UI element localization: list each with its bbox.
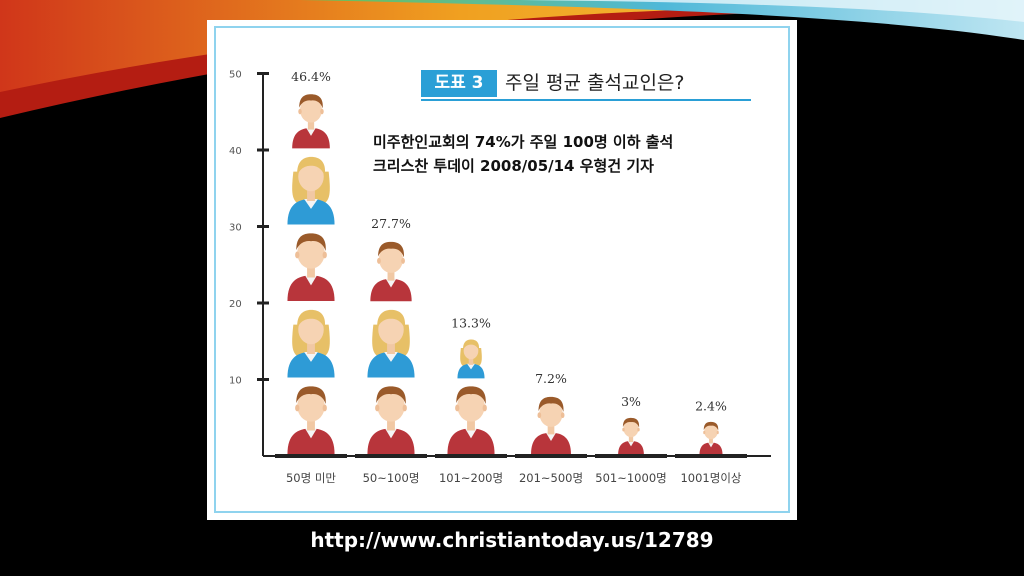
subtitle-line-1: 미주한인교회의 74%가 주일 100명 이하 출석 xyxy=(373,133,674,151)
value-label-4: 3% xyxy=(621,394,641,409)
bar-3 xyxy=(515,391,587,458)
male-person-icon xyxy=(361,379,421,456)
category-label-2: 101~200명 xyxy=(439,471,503,485)
source-url: http://www.christiantoday.us/12789 xyxy=(310,528,714,552)
category-label-4: 501~1000명 xyxy=(595,471,666,485)
bar-5 xyxy=(675,418,747,458)
male-person-icon xyxy=(281,226,341,303)
y-axis-ticks: 10 20 30 40 50 xyxy=(229,70,269,387)
male-person-icon xyxy=(614,414,648,456)
title-underline xyxy=(421,99,751,101)
bar-2 xyxy=(435,335,507,458)
female-person-icon xyxy=(281,303,341,380)
y-tick-label: 40 xyxy=(229,146,242,157)
value-label-0: 46.4% xyxy=(291,69,331,84)
bar-base xyxy=(435,454,507,458)
female-person-icon xyxy=(361,303,421,380)
bar-base xyxy=(675,454,747,458)
category-label-5: 1001명이상 xyxy=(680,471,741,485)
value-label-5: 2.4% xyxy=(695,399,727,414)
male-person-icon xyxy=(281,379,341,456)
value-label-2: 13.3% xyxy=(451,316,491,331)
bar-4 xyxy=(595,414,667,458)
male-person-icon xyxy=(287,88,335,150)
bar-1 xyxy=(355,235,427,458)
y-tick-label: 20 xyxy=(229,299,242,310)
value-labels: 46.4% 27.7% 13.3% 7.2% 3% 2.4% xyxy=(291,69,727,414)
figure-badge: 도표 3 xyxy=(421,70,497,97)
bar-base xyxy=(515,454,587,458)
category-labels: 50명 미만 50~100명 101~200명 201~500명 501~1000명 10… xyxy=(286,471,742,485)
female-person-icon xyxy=(281,150,341,227)
category-label-3: 201~500명 xyxy=(519,471,583,485)
male-person-icon xyxy=(365,235,417,304)
chart-title: 주일 평균 출석교인은? xyxy=(505,72,685,94)
female-person-icon xyxy=(454,335,488,380)
male-person-icon xyxy=(526,391,576,456)
chart-panel: 10 20 30 40 50 46.4% 27.7% 13.3% 7.2% 3% 2.4% 50명… xyxy=(207,20,797,520)
category-label-0: 50명 미만 xyxy=(286,471,336,485)
bar-base xyxy=(355,454,427,458)
y-tick-label: 10 xyxy=(229,376,242,387)
bar-base xyxy=(595,454,667,458)
y-tick-label: 50 xyxy=(229,70,242,81)
chart-bars xyxy=(275,88,747,458)
male-person-icon xyxy=(696,418,726,456)
bar-base xyxy=(275,454,347,458)
y-tick-label: 30 xyxy=(229,223,242,234)
value-label-3: 7.2% xyxy=(535,371,567,386)
chart-panel-border xyxy=(214,26,790,513)
chart-canvas: 10 20 30 40 50 46.4% 27.7% 13.3% 7.2% 3% 2.4% 50명… xyxy=(229,69,771,485)
subtitle-line-2: 크리스찬 투데이 2008/05/14 우형건 기자 xyxy=(373,157,654,175)
category-label-1: 50~100명 xyxy=(363,471,420,485)
bar-0 xyxy=(275,88,347,458)
value-label-1: 27.7% xyxy=(371,216,411,231)
male-person-icon xyxy=(441,379,501,456)
